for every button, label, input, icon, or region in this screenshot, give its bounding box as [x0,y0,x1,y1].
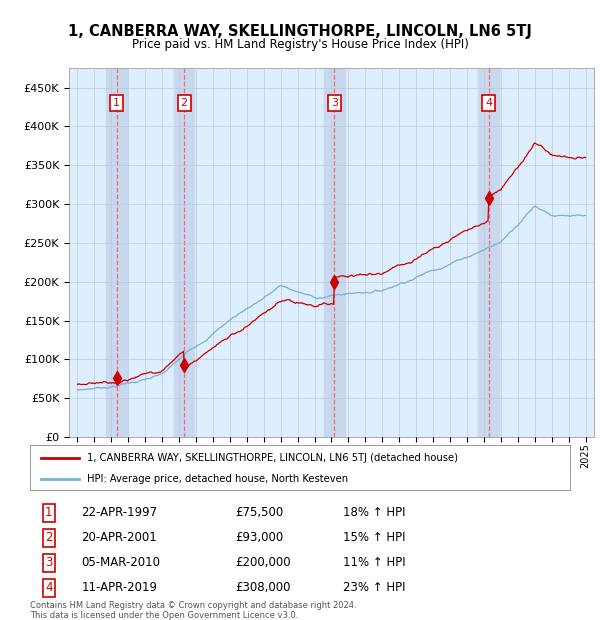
Text: 4: 4 [485,98,492,108]
Bar [106,68,127,437]
Text: 18% ↑ HPI: 18% ↑ HPI [343,506,406,519]
Text: 15% ↑ HPI: 15% ↑ HPI [343,531,406,544]
Text: 4: 4 [45,581,53,594]
Text: 2: 2 [45,531,53,544]
Text: Contains HM Land Registry data © Crown copyright and database right 2024.: Contains HM Land Registry data © Crown c… [30,601,356,611]
Text: 3: 3 [331,98,338,108]
Text: 1, CANBERRA WAY, SKELLINGTHORPE, LINCOLN, LN6 5TJ: 1, CANBERRA WAY, SKELLINGTHORPE, LINCOLN… [68,24,532,38]
Bar [478,68,499,437]
Text: HPI: Average price, detached house, North Kesteven: HPI: Average price, detached house, Nort… [86,474,348,484]
Text: 20-APR-2001: 20-APR-2001 [82,531,157,544]
Text: £200,000: £200,000 [235,556,291,569]
Text: This data is licensed under the Open Government Licence v3.0.: This data is licensed under the Open Gov… [30,611,298,620]
Text: 1: 1 [45,506,53,519]
Text: 2: 2 [181,98,188,108]
Text: 1, CANBERRA WAY, SKELLINGTHORPE, LINCOLN, LN6 5TJ (detached house): 1, CANBERRA WAY, SKELLINGTHORPE, LINCOLN… [86,453,458,463]
Text: 11% ↑ HPI: 11% ↑ HPI [343,556,406,569]
Text: £308,000: £308,000 [235,581,290,594]
Text: £93,000: £93,000 [235,531,283,544]
Text: Price paid vs. HM Land Registry's House Price Index (HPI): Price paid vs. HM Land Registry's House … [131,38,469,51]
Text: 23% ↑ HPI: 23% ↑ HPI [343,581,406,594]
Text: 1: 1 [113,98,120,108]
Text: 11-APR-2019: 11-APR-2019 [82,581,157,594]
Text: £75,500: £75,500 [235,506,283,519]
Text: 22-APR-1997: 22-APR-1997 [82,506,157,519]
Text: 3: 3 [45,556,53,569]
Bar [324,68,344,437]
Bar [174,68,194,437]
Text: 05-MAR-2010: 05-MAR-2010 [82,556,160,569]
